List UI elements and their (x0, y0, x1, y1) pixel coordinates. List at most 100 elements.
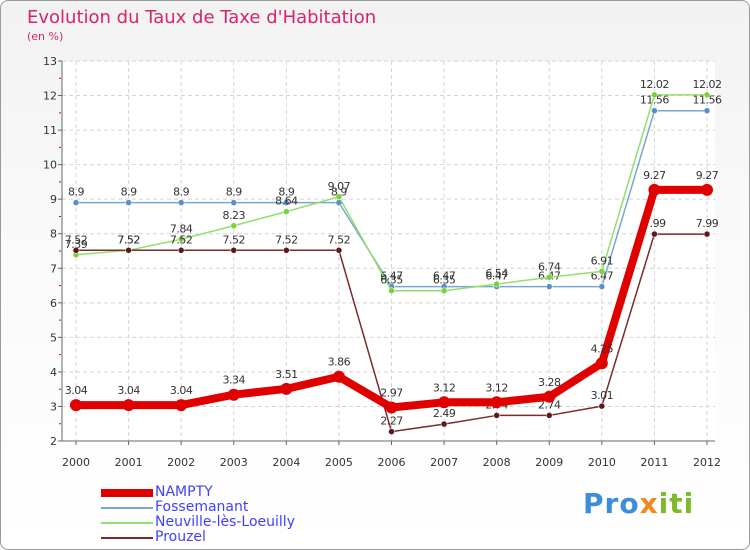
y-tick-label-9: 9 (50, 193, 57, 206)
data-label-prouzel-2001: 7.52 (117, 233, 140, 246)
logo-part-3: iti (658, 487, 695, 520)
proxiti-logo: Proxiti (583, 487, 694, 520)
data-label-neuville-l-s-loeuilly-2012: 12.02 (693, 78, 722, 91)
data-point-prouzel-2004 (283, 247, 290, 254)
data-label-nampty-2002: 3.04 (170, 384, 193, 397)
data-label-neuville-l-s-loeuilly-2007: 6.35 (433, 274, 456, 287)
data-label-prouzel-2003: 7.52 (223, 233, 246, 246)
data-label-nampty-2001: 3.04 (117, 384, 140, 397)
data-label-fossemanant-2003: 8.9 (226, 186, 242, 199)
data-point-nampty-2006 (385, 401, 398, 414)
y-tick-label-11: 11 (43, 124, 57, 137)
data-point-fossemanant-2012 (703, 107, 711, 114)
data-point-prouzel-2006 (388, 428, 395, 435)
legend-label-prouzel: Prouzel (155, 529, 206, 545)
y-tick-label-12: 12 (43, 90, 57, 103)
x-tick-label-2005: 2005 (325, 456, 353, 469)
y-tick-label-5: 5 (50, 331, 57, 344)
data-label-fossemanant-2005: 8.9 (331, 186, 347, 199)
data-point-neuville-l-s-loeuilly-2002 (177, 236, 185, 243)
legend-swatch-prouzel (101, 537, 153, 539)
data-label-neuville-l-s-loeuilly-2010: 6.91 (591, 254, 614, 267)
x-tick-label-2001: 2001 (115, 456, 143, 469)
data-label-prouzel-2000: 7.52 (65, 233, 88, 246)
data-point-neuville-l-s-loeuilly-2009 (546, 274, 553, 281)
data-label-neuville-l-s-loeuilly-2001: 7.52 (117, 233, 140, 246)
data-label-fossemanant-2001: 8.9 (121, 186, 137, 199)
data-point-prouzel-2009 (546, 412, 553, 419)
data-point-prouzel-2003 (230, 247, 237, 254)
y-tick-label-7: 7 (50, 262, 57, 275)
y-tick-label-6: 6 (50, 297, 57, 310)
y-tick-label-2: 2 (50, 435, 57, 448)
data-point-nampty-2010 (595, 357, 608, 370)
logo-part-1: Pro (583, 487, 640, 520)
data-point-neuville-l-s-loeuilly-2011 (651, 91, 658, 99)
data-point-fossemanant-2003 (230, 199, 237, 206)
data-point-nampty-2008 (490, 396, 503, 409)
legend-label-nampty: NAMPTY (155, 484, 213, 500)
data-point-nampty-2000 (70, 399, 82, 412)
logo-part-2: x (639, 487, 659, 520)
data-label-nampty-2003: 3.34 (223, 374, 246, 387)
data-point-neuville-l-s-loeuilly-2004 (283, 208, 290, 215)
data-label-fossemanant-2000: 8.9 (68, 186, 84, 199)
legend-label-neuville: Neuville-lès-Loeuilly (155, 514, 295, 530)
data-point-neuville-l-s-loeuilly-2003 (230, 222, 237, 230)
chart-title: Evolution du Taux de Taxe d'Habitation (27, 7, 377, 28)
data-point-nampty-2007 (438, 396, 451, 409)
chart-unit-label: (en %) (27, 30, 64, 43)
x-tick-label-2006: 2006 (378, 456, 406, 469)
data-label-nampty-2005: 3.86 (328, 356, 351, 369)
data-point-prouzel-2008 (493, 412, 500, 419)
data-label-prouzel-2009: 2.74 (538, 398, 561, 411)
data-point-nampty-2005 (332, 370, 345, 383)
x-tick-label-2002: 2002 (167, 456, 195, 469)
data-point-neuville-l-s-loeuilly-2005 (335, 193, 343, 201)
data-point-prouzel-2002 (177, 247, 185, 254)
data-point-prouzel-2012 (703, 230, 711, 238)
x-tick-label-2010: 2010 (588, 456, 616, 469)
data-label-neuville-l-s-loeuilly-2003: 8.23 (223, 209, 246, 222)
data-point-fossemanant-2009 (546, 283, 553, 290)
legend-swatch-nampty (101, 489, 153, 497)
legend-swatch-fossemanant (101, 507, 153, 509)
data-point-prouzel-2000 (72, 247, 80, 254)
data-label-fossemanant-2012: 11.56 (693, 94, 722, 107)
data-point-nampty-2011 (648, 183, 661, 196)
y-tick-label-10: 10 (43, 159, 57, 172)
x-tick-label-2004: 2004 (272, 456, 300, 469)
x-tick-label-2003: 2003 (220, 456, 248, 469)
data-label-prouzel-2005: 7.52 (328, 233, 351, 246)
data-label-fossemanant-2004: 8.9 (278, 186, 294, 199)
data-point-fossemanant-2004 (283, 199, 290, 206)
data-label-neuville-l-s-loeuilly-2009: 6.74 (538, 260, 561, 273)
x-tick-label-2008: 2008 (483, 456, 511, 469)
data-label-fossemanant-2002: 8.9 (173, 186, 189, 199)
data-label-neuville-l-s-loeuilly-2006: 6.35 (380, 274, 403, 287)
data-label-nampty-2009: 3.28 (538, 376, 561, 389)
data-point-prouzel-2007 (440, 420, 448, 428)
data-label-prouzel-2002: 7.52 (170, 233, 193, 246)
data-point-fossemanant-2010 (598, 283, 606, 290)
data-label-neuville-l-s-loeuilly-2011: 12.02 (640, 78, 669, 91)
data-label-nampty-2010: 4.25 (591, 342, 614, 355)
data-point-prouzel-2011 (651, 230, 658, 238)
x-tick-label-2012: 2012 (693, 456, 721, 469)
x-tick-label-2011: 2011 (640, 456, 668, 469)
data-point-nampty-2003 (227, 388, 240, 401)
data-label-prouzel-2007: 2.49 (433, 407, 456, 420)
y-tick-label-4: 4 (50, 366, 57, 379)
data-label-neuville-l-s-loeuilly-2008: 6.54 (485, 267, 508, 280)
legend-swatch-neuville (101, 522, 153, 524)
data-point-fossemanant-2011 (651, 107, 658, 114)
data-point-fossemanant-2001 (125, 199, 132, 206)
data-label-nampty-2006: 2.97 (380, 386, 403, 399)
data-point-prouzel-2001 (125, 247, 132, 254)
data-point-neuville-l-s-loeuilly-2008 (493, 280, 500, 288)
data-label-prouzel-2006: 2.27 (380, 415, 403, 428)
data-point-prouzel-2010 (598, 402, 606, 410)
data-label-prouzel-2010: 3.01 (591, 389, 614, 402)
data-point-neuville-l-s-loeuilly-2006 (388, 287, 395, 294)
